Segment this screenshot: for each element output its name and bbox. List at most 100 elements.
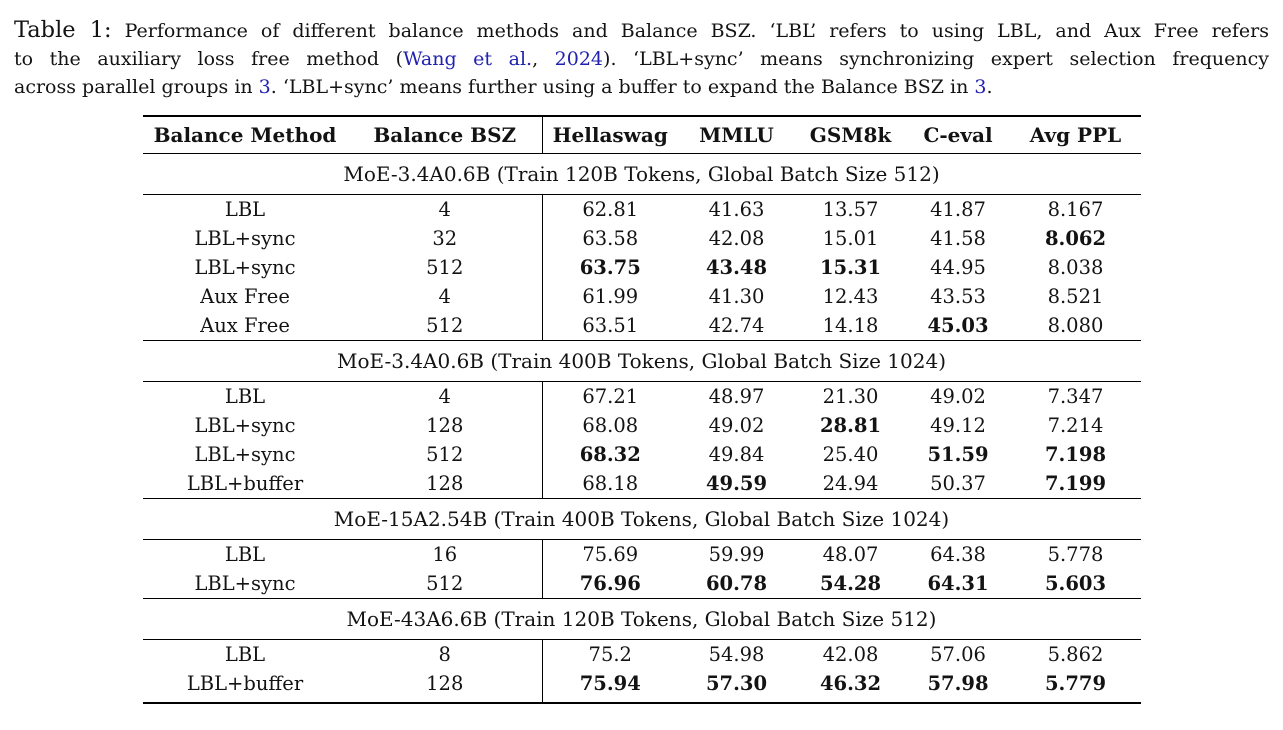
- cell-metric-value: 67.21: [582, 385, 639, 408]
- cell-balance-bsz: 512: [347, 569, 543, 599]
- cell-metric-value: 41.63: [708, 198, 765, 221]
- column-header-balance-bsz: Balance BSZ: [347, 116, 543, 154]
- cell-balance-method: LBL+sync: [194, 572, 296, 595]
- column-header-gsm8k: GSM8k: [795, 116, 906, 154]
- cell-metric-value: 41.87: [930, 198, 986, 221]
- column-header-balance-method: Balance Method: [142, 116, 348, 154]
- cell-metric-value: 8.062: [1044, 227, 1107, 250]
- cell-metric-value: 63.58: [582, 227, 639, 250]
- cell-metric-value: 5.862: [1047, 643, 1104, 666]
- section-title: MoE-43A6.6B (Train 120B Tokens, Global B…: [142, 598, 1141, 640]
- cell-metric-value: 42.08: [708, 227, 765, 250]
- cell-metric-value: 49.84: [708, 443, 765, 466]
- cell-metric-value: 59.99: [708, 543, 765, 566]
- section-title: MoE-15A2.54B (Train 400B Tokens, Global …: [142, 498, 1141, 540]
- cell-metric-value: 51.59: [927, 443, 989, 466]
- column-header-avg-ppl: Avg PPL: [1010, 116, 1141, 154]
- cell-metric-value: 49.02: [708, 414, 765, 437]
- cell-metric-value: 76.96: [579, 572, 641, 595]
- cell-metric-value: 42.08: [822, 643, 879, 666]
- cell-metric-value: 25.40: [822, 443, 879, 466]
- cell-balance-bsz: 128: [347, 669, 543, 703]
- cell-metric-value: 8.167: [1047, 198, 1104, 221]
- cell-metric-value: 61.99: [582, 285, 639, 308]
- cell-metric-value: 68.08: [582, 414, 639, 437]
- cell-metric-value: 64.31: [927, 572, 989, 595]
- cell-metric-value: 48.97: [708, 385, 765, 408]
- header-row: Balance Method Balance BSZ Hellaswag MMLU GS…: [142, 116, 1141, 154]
- section-ref-link[interactable]: 3: [258, 76, 271, 98]
- cell-balance-method: LBL: [224, 543, 266, 566]
- table-row: LBL+sync 32 63.58 42.08 15.01 41.58 8.062: [143, 224, 1141, 253]
- cell-metric-value: 44.95: [930, 256, 986, 279]
- caption-text: Performance of different balance methods…: [111, 20, 1269, 42]
- cell-metric-value: 12.43: [822, 285, 879, 308]
- cell-metric-value: 75.69: [582, 543, 639, 566]
- table-row: LBL 4 62.81 41.63 13.57 41.87 8.167: [143, 194, 1141, 224]
- cell-metric-value: 48.07: [822, 543, 879, 566]
- table-row: LBL 4 67.21 48.97 21.30 49.02 7.347: [143, 381, 1141, 411]
- table-row: Aux Free 512 63.51 42.74 14.18 45.03 8.080: [143, 311, 1141, 341]
- caption-line: Table 1: Performance of different balanc…: [14, 16, 1269, 45]
- cell-metric-value: 7.214: [1047, 414, 1104, 437]
- cell-metric-value: 7.199: [1044, 472, 1107, 495]
- cell-metric-value: 63.51: [582, 314, 639, 337]
- cell-balance-bsz: 512: [347, 440, 543, 469]
- cell-metric-value: 5.779: [1044, 672, 1107, 695]
- cell-metric-value: 54.28: [819, 572, 882, 595]
- cell-metric-value: 43.48: [705, 256, 768, 279]
- column-header-hellaswag: Hellaswag: [542, 116, 678, 154]
- cell-balance-method: LBL+sync: [194, 443, 296, 466]
- cell-balance-bsz: 4: [347, 282, 543, 311]
- table-row: LBL 16 75.69 59.99 48.07 64.38 5.778: [143, 539, 1141, 569]
- cell-balance-method: LBL+buffer: [186, 672, 304, 695]
- cell-metric-value: 8.521: [1047, 285, 1104, 308]
- section-title-row: MoE-15A2.54B (Train 400B Tokens, Global …: [142, 498, 1141, 540]
- cell-balance-method: LBL+sync: [194, 227, 296, 250]
- table-row: LBL+sync 512 76.96 60.78 54.28 64.31 5.603: [143, 569, 1141, 599]
- cell-metric-value: 7.347: [1047, 385, 1104, 408]
- citation-year-link[interactable]: 2024: [554, 48, 604, 70]
- cell-balance-bsz: 512: [347, 311, 543, 341]
- cell-metric-value: 15.31: [819, 256, 882, 279]
- cell-metric-value: 42.74: [708, 314, 765, 337]
- cell-metric-value: 62.81: [582, 198, 639, 221]
- cell-metric-value: 14.18: [822, 314, 879, 337]
- cell-balance-bsz: 8: [347, 639, 543, 669]
- cell-metric-value: 68.18: [582, 472, 639, 495]
- caption-text: .: [986, 76, 993, 98]
- section-ref-link[interactable]: 3: [974, 76, 987, 98]
- cell-metric-value: 57.30: [705, 672, 768, 695]
- cell-metric-value: 68.32: [579, 443, 641, 466]
- table-caption: Table 1: Performance of different balanc…: [14, 16, 1269, 101]
- cell-balance-bsz: 512: [347, 253, 543, 282]
- cell-metric-value: 57.98: [927, 672, 989, 695]
- caption-label: Table 1:: [14, 17, 112, 43]
- results-table: Balance Method Balance BSZ Hellaswag MMLU GS…: [142, 115, 1141, 704]
- cell-metric-value: 64.38: [930, 543, 986, 566]
- cell-balance-method: LBL+buffer: [186, 472, 304, 495]
- section-title-row: MoE-43A6.6B (Train 120B Tokens, Global B…: [142, 598, 1141, 640]
- caption-text: ). ‘LBL+sync’ means synchronizing expert…: [603, 48, 1269, 70]
- caption-text: to the auxiliary loss free method (: [14, 48, 403, 70]
- cell-metric-value: 57.06: [930, 643, 986, 666]
- caption-text: ,: [532, 48, 555, 70]
- cell-balance-method: Aux Free: [200, 314, 290, 337]
- cell-balance-bsz: 128: [347, 469, 543, 499]
- cell-metric-value: 15.01: [822, 227, 879, 250]
- cell-balance-bsz: 32: [347, 224, 543, 253]
- cell-metric-value: 45.03: [927, 314, 989, 337]
- column-header-c-eval: C-eval: [905, 116, 1011, 154]
- cell-metric-value: 21.30: [822, 385, 879, 408]
- citation-link-wang[interactable]: Wang et al.: [403, 48, 533, 70]
- cell-metric-value: 63.75: [579, 256, 641, 279]
- cell-balance-method: LBL: [224, 643, 266, 666]
- section-title-row: MoE-3.4A0.6B (Train 120B Tokens, Global …: [142, 153, 1141, 195]
- section-title: MoE-3.4A0.6B (Train 400B Tokens, Global …: [142, 340, 1141, 382]
- cell-balance-bsz: 4: [347, 381, 543, 411]
- cell-metric-value: 54.98: [708, 643, 765, 666]
- cell-balance-bsz: 16: [347, 539, 543, 569]
- caption-line: to the auxiliary loss free method (Wang …: [14, 45, 1269, 73]
- cell-balance-bsz: 4: [347, 194, 543, 224]
- cell-balance-method: LBL+sync: [194, 414, 296, 437]
